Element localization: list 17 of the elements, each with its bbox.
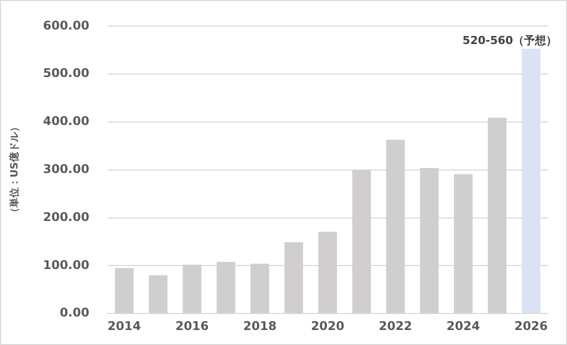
x-tick-label: 2018 (243, 318, 277, 333)
x-tick-label: 2026 (514, 318, 548, 333)
bar (522, 48, 540, 314)
x-tick-label: 2014 (108, 318, 141, 333)
y-tick-label: 200.00 (42, 210, 90, 224)
x-tick-label: 2016 (175, 318, 209, 333)
x-tick-label: 2024 (446, 318, 480, 333)
y-tick-label: 500.00 (42, 66, 90, 80)
x-tick-label: 2020 (310, 318, 344, 333)
y-axis-title: （単位：US億ドル） (8, 122, 21, 218)
x-tick-label: 2022 (378, 318, 412, 333)
y-tick-label: 100.00 (42, 258, 90, 272)
y-tick-label: 300.00 (42, 162, 90, 176)
y-tick-label: 400.00 (42, 114, 90, 128)
annotation: 520-560（予想） (462, 34, 558, 48)
y-tick-label: 600.00 (42, 18, 90, 32)
y-tick-label: 0.00 (60, 306, 90, 320)
